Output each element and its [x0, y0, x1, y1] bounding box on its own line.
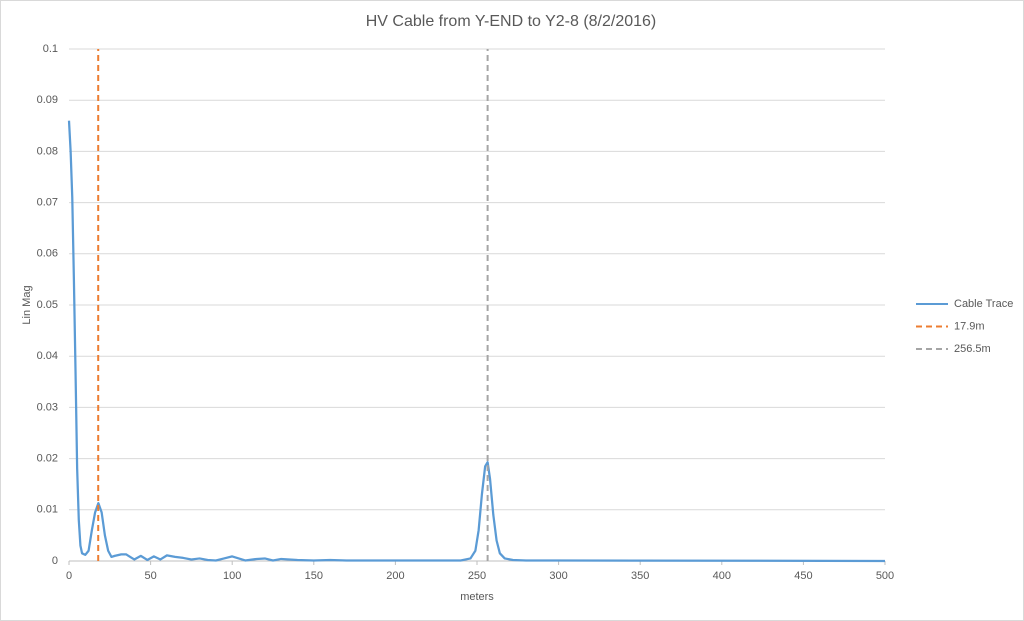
y-tick-label: 0.08 — [37, 145, 58, 157]
y-tick-label: 0.02 — [37, 453, 58, 465]
y-tick-label: 0 — [52, 555, 58, 567]
legend-label: 256.5m — [954, 343, 991, 355]
x-tick-label: 0 — [66, 570, 72, 582]
x-tick-label: 250 — [468, 570, 486, 582]
y-tick-label: 0.03 — [37, 401, 58, 413]
x-tick-label: 100 — [223, 570, 241, 582]
y-tick-label: 0.01 — [37, 504, 58, 516]
y-tick-label: 0.1 — [43, 43, 58, 55]
x-tick-label: 300 — [549, 570, 567, 582]
x-tick-label: 400 — [713, 570, 731, 582]
legend-label: Cable Trace — [954, 298, 1013, 310]
y-tick-label: 0.06 — [37, 248, 58, 260]
series-line — [67, 120, 886, 563]
x-axis-label: meters — [460, 591, 494, 603]
y-tick-label: 0.04 — [37, 350, 58, 362]
x-tick-label: 150 — [305, 570, 323, 582]
legend-label: 17.9m — [954, 320, 985, 332]
x-tick-label: 200 — [386, 570, 404, 582]
x-tick-label: 500 — [876, 570, 894, 582]
y-axis-label: Lin Mag — [21, 285, 33, 324]
chart-title: HV Cable from Y-END to Y2-8 (8/2/2016) — [366, 13, 657, 30]
x-tick-label: 350 — [631, 570, 649, 582]
x-tick-label: 450 — [794, 570, 812, 582]
y-tick-label: 0.09 — [37, 94, 58, 106]
y-tick-label: 0.05 — [37, 299, 58, 311]
x-tick-label: 50 — [144, 570, 156, 582]
y-tick-label: 0.07 — [37, 197, 58, 209]
